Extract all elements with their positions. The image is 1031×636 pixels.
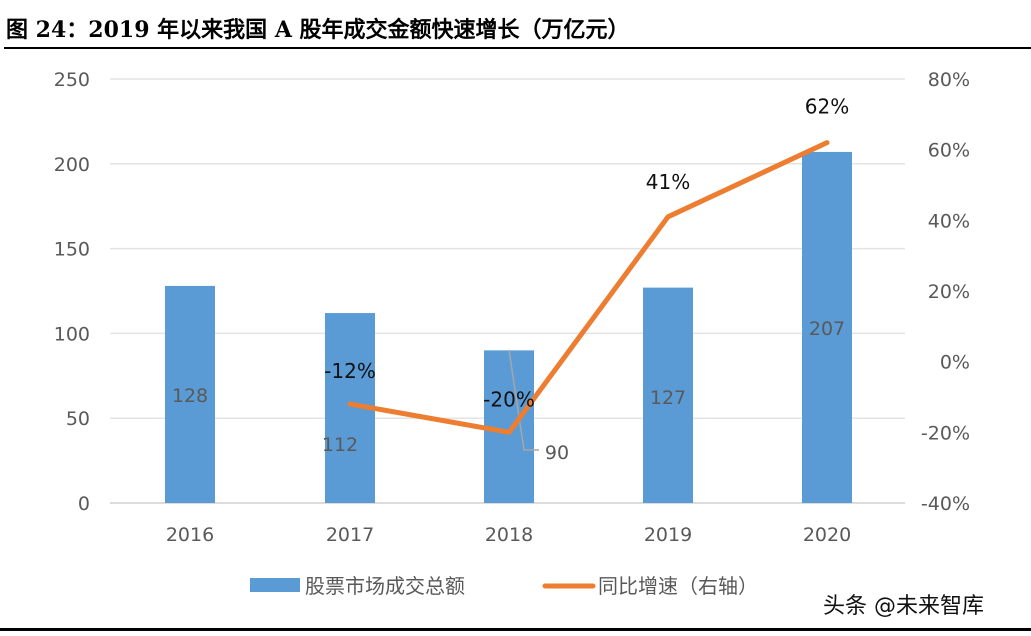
left-axis-tick: 250 [54, 69, 90, 91]
watermark: 头条 @未来智库 [823, 594, 984, 619]
right-axis-tick: 60% [928, 140, 970, 162]
legend-bar-swatch [250, 578, 300, 592]
bar-data-label: 207 [809, 318, 845, 340]
right-axis-tick: 20% [928, 281, 970, 303]
right-axis-tick: -40% [921, 493, 970, 515]
left-axis-tick: 0 [78, 493, 90, 515]
figure-title: 图 24：2019 年以来我国 A 股年成交金额快速增长（万亿元） [6, 17, 630, 43]
line-data-label: 62% [805, 95, 849, 119]
title-rule [4, 47, 1031, 49]
right-axis-tick: 40% [928, 210, 970, 232]
left-axis-tick: 100 [54, 323, 90, 345]
bar-data-label: 127 [650, 387, 686, 409]
bar-data-label: 112 [322, 434, 358, 456]
bar-data-label: 128 [172, 385, 208, 407]
bar-2019 [643, 287, 693, 503]
right-axis-tick: 0% [940, 352, 970, 374]
right-axis-tick: -20% [921, 422, 970, 444]
left-axis-tick: 50 [66, 408, 90, 430]
line-data-label: 41% [646, 170, 690, 194]
left-axis-tick: 200 [54, 154, 90, 176]
bar-2018 [484, 350, 534, 503]
right-axis-tick: 80% [928, 69, 970, 91]
x-axis-tick: 2018 [485, 524, 533, 546]
legend-line-label: 同比增速（右轴） [598, 574, 758, 598]
bar-2020 [802, 151, 852, 504]
line-data-label: -20% [483, 387, 535, 411]
x-axis-tick: 2016 [166, 524, 214, 546]
line-data-label: -12% [324, 359, 376, 383]
legend-bar-label: 股票市场成交总额 [305, 574, 465, 598]
bar-data-label: 90 [545, 442, 569, 464]
x-axis-tick: 2019 [644, 524, 692, 546]
bottom-rule [0, 628, 1031, 631]
x-axis-tick: 2017 [326, 524, 374, 546]
leader-line [508, 349, 539, 451]
growth-line [347, 140, 830, 435]
x-axis-tick: 2020 [803, 524, 851, 546]
left-axis-tick: 150 [54, 239, 90, 261]
bar-2016 [165, 285, 215, 503]
